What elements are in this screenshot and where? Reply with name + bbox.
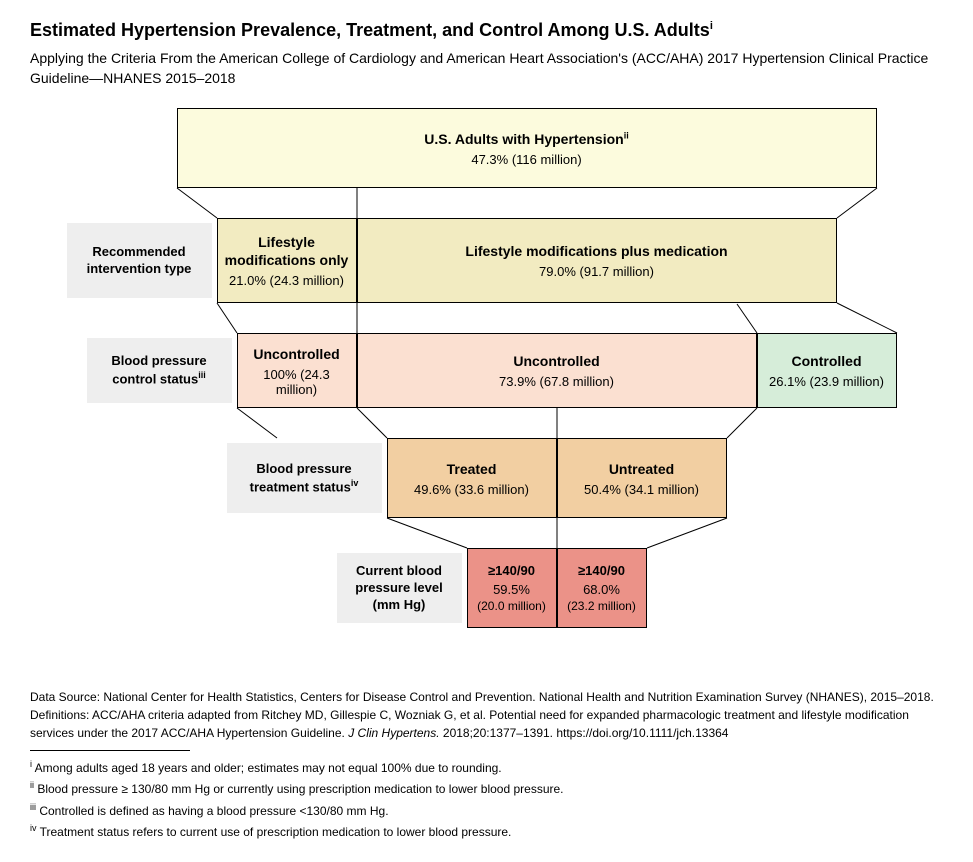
flow-diagram: U.S. Adults with Hypertensionii 47.3% (1… [47, 108, 927, 678]
footnote-ii: Blood pressure ≥ 130/80 mm Hg or current… [34, 782, 564, 796]
node-lifestyle-only-value: 21.0% (24.3 million) [229, 273, 344, 288]
row-label-treatment-status: Blood pressure treatment statusiv [227, 443, 382, 513]
footnotes: i Among adults aged 18 years and older; … [30, 757, 943, 842]
node-bp140-a-count: (20.0 million) [477, 599, 546, 613]
node-top-title: U.S. Adults with Hypertension [424, 131, 623, 147]
node-lifestyle-med-title: Lifestyle modifications plus medication [465, 242, 727, 260]
title-text: Estimated Hypertension Prevalence, Treat… [30, 20, 710, 40]
node-uncontrolled-b-title: Uncontrolled [513, 352, 599, 370]
node-lifestyle-med: Lifestyle modifications plus medication … [357, 218, 837, 303]
node-top-sup: ii [624, 130, 629, 140]
node-bp140-b-count: (23.2 million) [567, 599, 636, 613]
page-subtitle: Applying the Criteria From the American … [30, 49, 943, 88]
footnote-i: Among adults aged 18 years and older; es… [32, 761, 502, 775]
node-bp140-a-title: ≥140/90 [488, 563, 535, 580]
node-bp140-a-pct: 59.5% [493, 582, 530, 597]
node-untreated-title: Untreated [609, 460, 674, 478]
node-treated-value: 49.6% (33.6 million) [414, 482, 529, 497]
node-bp140-a: ≥140/90 59.5% (20.0 million) [467, 548, 557, 628]
node-untreated: Untreated 50.4% (34.1 million) [557, 438, 727, 518]
node-top-hypertension: U.S. Adults with Hypertensionii 47.3% (1… [177, 108, 877, 188]
node-uncontrolled-a-value: 100% (24.3 million) [242, 367, 352, 397]
node-treated: Treated 49.6% (33.6 million) [387, 438, 557, 518]
node-lifestyle-only-title: Lifestyle modifications only [222, 233, 352, 269]
node-bp140-b: ≥140/90 68.0% (23.2 million) [557, 548, 647, 628]
node-treated-title: Treated [447, 460, 497, 478]
node-uncontrolled-b-value: 73.9% (67.8 million) [499, 374, 614, 389]
page-title: Estimated Hypertension Prevalence, Treat… [30, 20, 943, 41]
title-sup: i [710, 20, 713, 32]
node-uncontrolled-a: Uncontrolled 100% (24.3 million) [237, 333, 357, 408]
footnote-iii: Controlled is defined as having a blood … [36, 804, 389, 818]
node-lifestyle-med-value: 79.0% (91.7 million) [539, 264, 654, 279]
data-source-text: Data Source: National Center for Health … [30, 688, 943, 742]
footnote-iv: Treatment status refers to current use o… [37, 825, 512, 839]
footnote-rule [30, 750, 190, 751]
node-bp140-b-pct: 68.0% [583, 582, 620, 597]
row-label-control-status: Blood pressure control statusiii [87, 338, 232, 403]
node-controlled-title: Controlled [792, 352, 862, 370]
node-lifestyle-only: Lifestyle modifications only 21.0% (24.3… [217, 218, 357, 303]
row-label-bp-level: Current blood pressure level (mm Hg) [337, 553, 462, 623]
node-controlled: Controlled 26.1% (23.9 million) [757, 333, 897, 408]
row-label-intervention: Recommended intervention type [67, 223, 212, 298]
node-uncontrolled-a-title: Uncontrolled [253, 345, 339, 363]
node-top-value: 47.3% (116 million) [471, 152, 581, 167]
node-controlled-value: 26.1% (23.9 million) [769, 374, 884, 389]
node-untreated-value: 50.4% (34.1 million) [584, 482, 699, 497]
node-uncontrolled-b: Uncontrolled 73.9% (67.8 million) [357, 333, 757, 408]
node-bp140-b-title: ≥140/90 [578, 563, 625, 580]
